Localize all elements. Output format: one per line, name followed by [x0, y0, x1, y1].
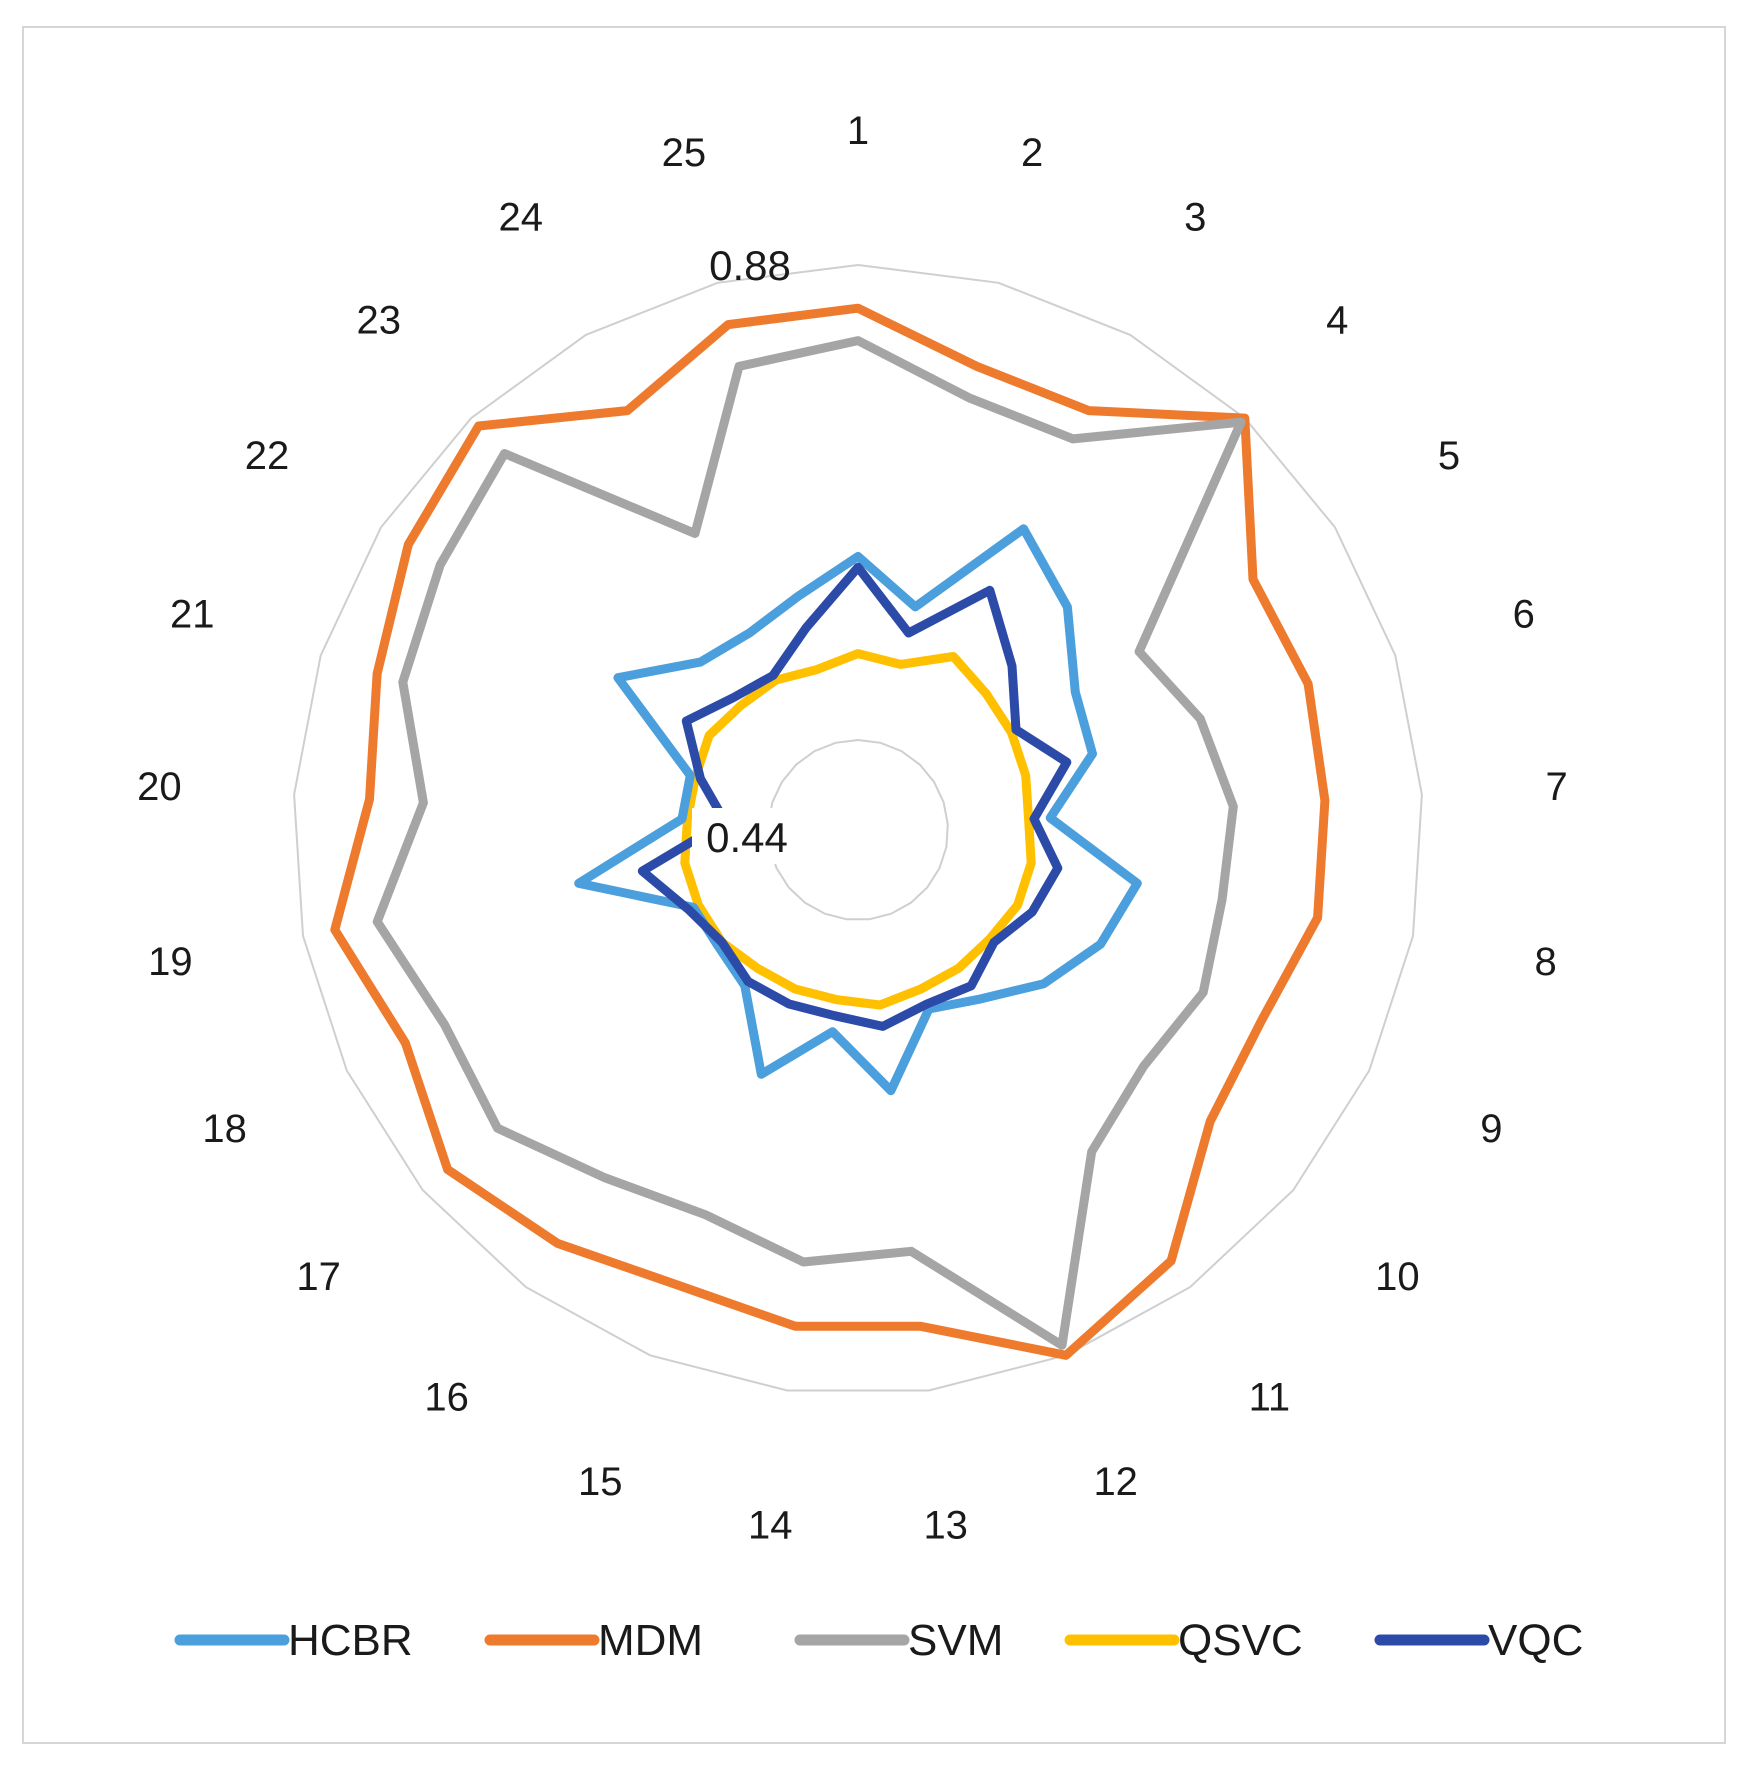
series-line-vqc	[642, 567, 1067, 1026]
series-line-svm	[377, 341, 1241, 1346]
category-label-13: 13	[923, 1504, 968, 1548]
category-label-6: 6	[1513, 593, 1535, 637]
category-label-4: 4	[1326, 299, 1348, 343]
category-label-18: 18	[202, 1107, 247, 1151]
category-labels: 1234567891011121314151617181920212223242…	[137, 109, 1568, 1548]
category-label-15: 15	[578, 1460, 623, 1504]
category-label-10: 10	[1375, 1255, 1420, 1299]
category-label-24: 24	[499, 196, 544, 240]
category-label-1: 1	[847, 109, 869, 153]
radar-series-layer	[335, 308, 1325, 1355]
category-label-8: 8	[1534, 940, 1556, 984]
category-label-20: 20	[137, 765, 182, 809]
category-label-2: 2	[1021, 131, 1043, 175]
legend-label-mdm: MDM	[598, 1616, 703, 1665]
category-label-25: 25	[662, 131, 707, 175]
category-label-9: 9	[1480, 1107, 1502, 1151]
tick-label-max: 0.88	[709, 242, 791, 289]
category-label-12: 12	[1093, 1460, 1138, 1504]
legend-item-vqc: VQC	[1380, 1616, 1583, 1665]
legend-item-mdm: MDM	[490, 1616, 703, 1665]
category-label-7: 7	[1545, 765, 1567, 809]
legend: HCBR MDM SVM QSVC VQC	[180, 1616, 1583, 1665]
radar-grid	[294, 265, 1422, 1391]
category-label-23: 23	[357, 299, 402, 343]
category-label-14: 14	[748, 1504, 793, 1548]
category-label-16: 16	[424, 1375, 469, 1419]
legend-item-qsvc: QSVC	[1070, 1616, 1303, 1665]
legend-label-hcbr: HCBR	[288, 1616, 413, 1665]
legend-item-svm: SVM	[800, 1616, 1003, 1665]
legend-label-svm: SVM	[908, 1616, 1003, 1665]
grid-ring-outer	[294, 265, 1422, 1391]
tick-labels: 0.88 0.44	[692, 242, 802, 864]
category-label-5: 5	[1438, 434, 1460, 478]
tick-label-min: 0.44	[706, 814, 788, 861]
category-label-21: 21	[170, 593, 215, 637]
category-label-19: 19	[148, 940, 193, 984]
legend-label-vqc: VQC	[1488, 1616, 1583, 1665]
legend-label-qsvc: QSVC	[1178, 1616, 1303, 1665]
category-label-11: 11	[1249, 1375, 1291, 1419]
category-label-22: 22	[245, 434, 290, 478]
category-label-3: 3	[1184, 196, 1206, 240]
series-line-mdm	[335, 308, 1325, 1355]
legend-item-hcbr: HCBR	[180, 1616, 413, 1665]
category-label-17: 17	[296, 1255, 341, 1299]
